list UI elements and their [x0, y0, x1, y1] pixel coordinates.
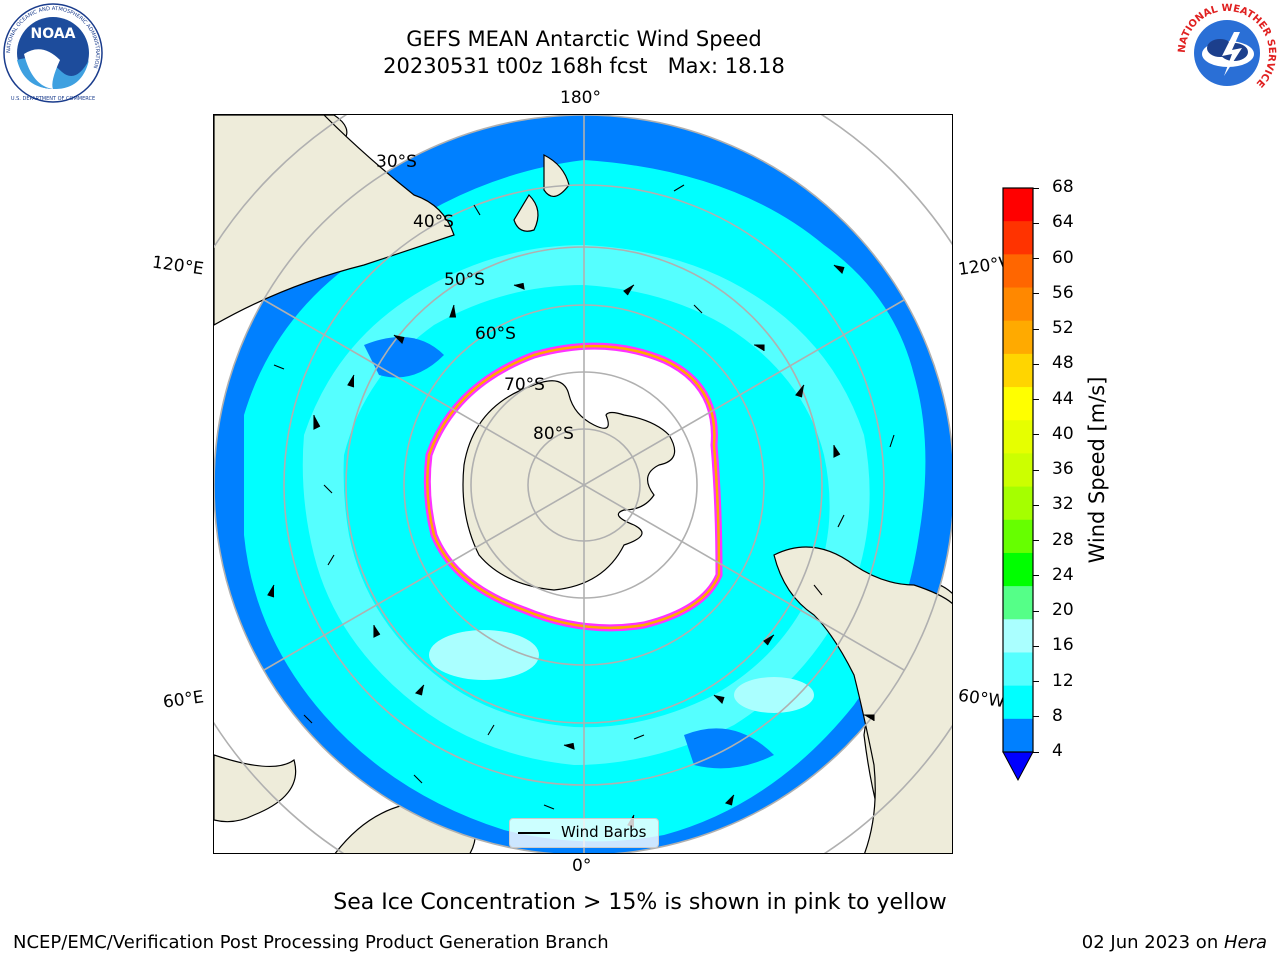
footer-date-text: 02 Jun 2023 on	[1081, 932, 1224, 953]
antarctica	[462, 380, 676, 591]
colorbar-tick-mark	[1033, 434, 1039, 436]
lon-label-0: 0°	[572, 856, 592, 876]
colorbar-tick-label: 20	[1052, 600, 1074, 620]
map-legend: Wind Barbs	[509, 818, 659, 848]
colorbar-tick-label: 68	[1052, 177, 1074, 197]
colorbar-tick-label: 36	[1052, 459, 1074, 479]
colorbar-title: Wind Speed [m/s]	[1085, 376, 1109, 564]
lon-label-180: 180°	[560, 88, 601, 108]
sea-ice-note: Sea Ice Concentration > 15% is shown in …	[333, 890, 947, 915]
colorbar-tick-label: 44	[1052, 388, 1074, 409]
colorbar-cell	[1003, 519, 1033, 554]
legend-label: Wind Barbs	[561, 823, 647, 841]
colorbar-tick-mark	[1033, 363, 1039, 365]
colorbar-cell	[1003, 221, 1033, 255]
lat-label-30s: 30°S	[376, 152, 417, 172]
colorbar-tick-label: 40	[1052, 423, 1074, 444]
lon-label-60e: 60°E	[161, 687, 206, 713]
colorbar-cell	[1003, 619, 1033, 653]
wind-patch-16-20-2	[734, 677, 814, 713]
noaa-bottom-text: U.S. DEPARTMENT OF COMMERCE	[11, 96, 95, 102]
colorbar-cell	[1003, 685, 1033, 720]
colorbar-tick-mark	[1033, 293, 1039, 295]
colorbar-tick-label: 8	[1052, 705, 1063, 726]
colorbar-tick-label: 56	[1052, 282, 1074, 303]
colorbar-cell	[1003, 287, 1033, 322]
colorbar-cell	[1003, 718, 1033, 753]
nws-logo: NATIONAL WEATHER SERVICE	[1177, 3, 1277, 102]
colorbar-cell	[1003, 652, 1033, 687]
legend-wind-barb-line	[518, 832, 550, 834]
lon-label-120e: 120°E	[150, 252, 205, 280]
wind-patch-16-20	[429, 630, 539, 680]
colorbar-tick-mark	[1033, 540, 1039, 541]
colorbar-cell	[1003, 320, 1033, 355]
colorbar-tick-mark	[1033, 328, 1039, 330]
colorbar-cell	[1003, 254, 1033, 289]
colorbar-tick-label: 32	[1052, 494, 1074, 515]
colorbar-tick-label: 60	[1052, 247, 1074, 268]
colorbar-tick-label: 52	[1052, 318, 1074, 338]
colorbar-tick-mark	[1033, 681, 1039, 682]
footer-credit: NCEP/EMC/Verification Post Processing Pr…	[13, 932, 609, 953]
low-wind-patch	[364, 337, 444, 378]
colorbar-tick-label: 4	[1052, 741, 1063, 761]
lat-label-60s: 60°S	[475, 324, 516, 344]
colorbar-tick-mark	[1033, 222, 1039, 224]
lat-label-80s: 80°S	[533, 424, 574, 444]
colorbar-cell	[1003, 420, 1033, 454]
colorbar-tick-label: 16	[1052, 635, 1074, 656]
colorbar-tick-mark	[1033, 610, 1039, 612]
footer-date: 02 Jun 2023 on Hera	[1082, 932, 1267, 953]
colorbar-cell	[1003, 552, 1033, 587]
colorbar-cell	[1003, 188, 1033, 222]
colorbar-tick-mark	[1033, 469, 1039, 471]
colorbar-tick-mark	[1033, 751, 1039, 753]
colorbar-tick-mark	[1033, 645, 1039, 647]
colorbar-extend-arrow	[1002, 751, 1034, 782]
wind-barbs	[267, 184, 895, 828]
colorbar-cell	[1003, 387, 1033, 421]
colorbar-tick-mark	[1033, 575, 1039, 577]
colorbar-cell	[1003, 586, 1033, 620]
colorbar	[1002, 187, 1034, 782]
colorbar-cell	[1003, 353, 1033, 388]
colorbar-tick-label: 12	[1052, 670, 1074, 691]
lat-label-40s: 40°S	[413, 212, 454, 232]
map-subtitle: 20230531 t00z 168h fcst Max: 18.18	[383, 54, 785, 78]
map-title: GEFS MEAN Antarctic Wind Speed	[406, 27, 762, 51]
lat-label-50s: 50°S	[444, 270, 485, 290]
footer-machine: Hera	[1223, 932, 1267, 953]
colorbar-tick-mark	[1033, 716, 1039, 718]
map-panel	[213, 114, 953, 854]
polar-map	[214, 115, 952, 853]
colorbar-cells	[1003, 188, 1033, 753]
colorbar-tick-mark	[1033, 504, 1039, 506]
noaa-logo: NOAA NATIONAL OCEANIC AND ATMOSPHERIC AD…	[3, 3, 103, 103]
graticule	[214, 115, 952, 853]
colorbar-tick-label: 28	[1052, 529, 1074, 550]
colorbar-tick-mark	[1033, 399, 1039, 400]
colorbar-tick-mark	[1033, 258, 1039, 259]
colorbar-cell	[1003, 453, 1033, 488]
colorbar-tick-mark	[1033, 187, 1039, 189]
colorbar-tick-label: 64	[1052, 212, 1074, 233]
noaa-logo-text: NOAA	[31, 26, 76, 42]
colorbar-cell	[1003, 486, 1033, 521]
colorbar-tick-label: 48	[1052, 353, 1074, 374]
colorbar-tick-label: 24	[1052, 564, 1074, 585]
lat-label-70s: 70°S	[504, 375, 545, 395]
